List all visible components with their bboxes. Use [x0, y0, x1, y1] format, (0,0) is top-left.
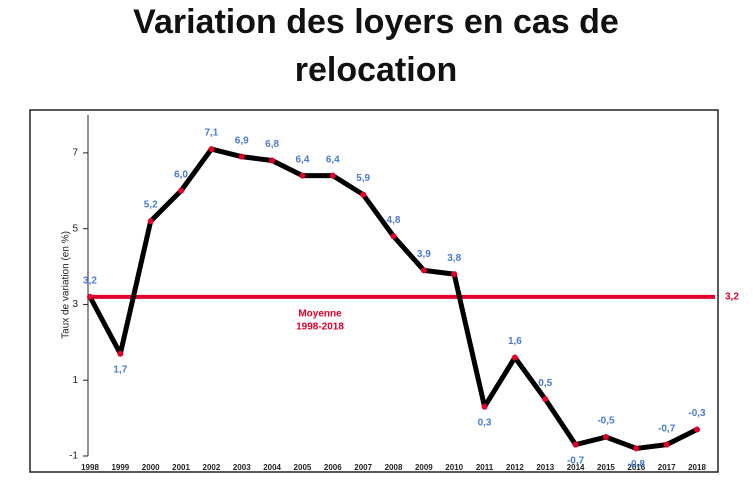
- y-tick-label: 1: [72, 375, 78, 386]
- value-label: 5,9: [356, 173, 370, 184]
- data-point: [572, 441, 579, 448]
- data-point: [633, 445, 640, 452]
- y-tick-label: 7: [72, 148, 78, 159]
- data-point: [208, 146, 215, 153]
- value-label: 3,8: [447, 253, 461, 264]
- data-point: [542, 396, 549, 403]
- data-point: [451, 271, 458, 278]
- data-point: [329, 172, 336, 179]
- data-point: [238, 153, 245, 160]
- chart-title: relocation: [295, 51, 457, 89]
- x-tick-label: 2016: [627, 463, 645, 472]
- value-label: 6,4: [295, 154, 309, 165]
- value-label: 6,9: [235, 135, 249, 146]
- x-tick-label: 2004: [263, 463, 281, 472]
- value-label: -0,5: [597, 416, 615, 427]
- value-label: 0,5: [538, 378, 552, 389]
- y-tick-label: 3: [72, 299, 78, 310]
- data-point: [481, 403, 488, 410]
- x-tick-label: 2010: [445, 463, 463, 472]
- data-point: [663, 441, 670, 448]
- value-label: 6,0: [174, 169, 188, 180]
- value-label: 6,4: [326, 154, 340, 165]
- x-tick-label: 2009: [415, 463, 433, 472]
- x-tick-label: 2015: [597, 463, 615, 472]
- x-tick-label: 2002: [203, 463, 221, 472]
- x-tick-label: 2007: [354, 463, 372, 472]
- data-point: [511, 354, 518, 361]
- data-point: [269, 157, 276, 164]
- data-point: [694, 426, 700, 433]
- data-point: [178, 187, 185, 194]
- x-tick-label: 2008: [385, 463, 403, 472]
- value-label: 3,9: [417, 249, 431, 260]
- x-tick-label: 2003: [233, 463, 251, 472]
- reference-annotation: Moyenne: [298, 309, 342, 320]
- data-point: [360, 191, 367, 198]
- data-point: [87, 293, 93, 300]
- x-tick-label: 1999: [111, 463, 129, 472]
- value-label: 4,8: [387, 215, 401, 226]
- data-point: [147, 218, 154, 225]
- y-axis-label: Taux de variation (en %): [61, 231, 72, 339]
- value-label: -0,7: [658, 423, 676, 434]
- x-tick-label: 2005: [294, 463, 312, 472]
- reference-annotation: 1998-2018: [296, 322, 344, 333]
- value-label: -0,8: [628, 459, 646, 470]
- chart-title: Variation des loyers en cas de: [133, 3, 619, 41]
- x-tick-label: 2013: [536, 463, 554, 472]
- x-tick-label: 2012: [506, 463, 524, 472]
- x-tick-label: 2014: [567, 463, 585, 472]
- x-tick-label: 2017: [658, 463, 676, 472]
- value-label: 1,6: [508, 336, 522, 347]
- plot-frame: [29, 109, 719, 473]
- value-label: -0,7: [567, 455, 585, 466]
- data-point: [420, 267, 427, 274]
- x-tick-label: 2001: [172, 463, 190, 472]
- data-point: [117, 350, 124, 357]
- data-point: [299, 172, 306, 179]
- x-tick-label: 2006: [324, 463, 342, 472]
- y-tick-label: 5: [72, 223, 78, 234]
- value-label: 1,7: [113, 364, 127, 375]
- x-tick-label: 2018: [688, 463, 706, 472]
- value-label: 7,1: [204, 128, 218, 139]
- x-tick-label: 2011: [476, 463, 494, 472]
- value-label: 0,3: [478, 417, 492, 428]
- value-label: 5,2: [144, 200, 158, 211]
- x-tick-label: 1998: [81, 463, 99, 472]
- y-tick-label: -1: [69, 451, 78, 462]
- x-tick-label: 2000: [142, 463, 160, 472]
- data-point: [390, 233, 397, 240]
- value-label: -0,3: [688, 408, 706, 419]
- data-point: [602, 434, 609, 441]
- reference-label: 3,2: [725, 292, 739, 303]
- value-label: 6,8: [265, 139, 279, 150]
- value-label: 3,2: [83, 276, 97, 287]
